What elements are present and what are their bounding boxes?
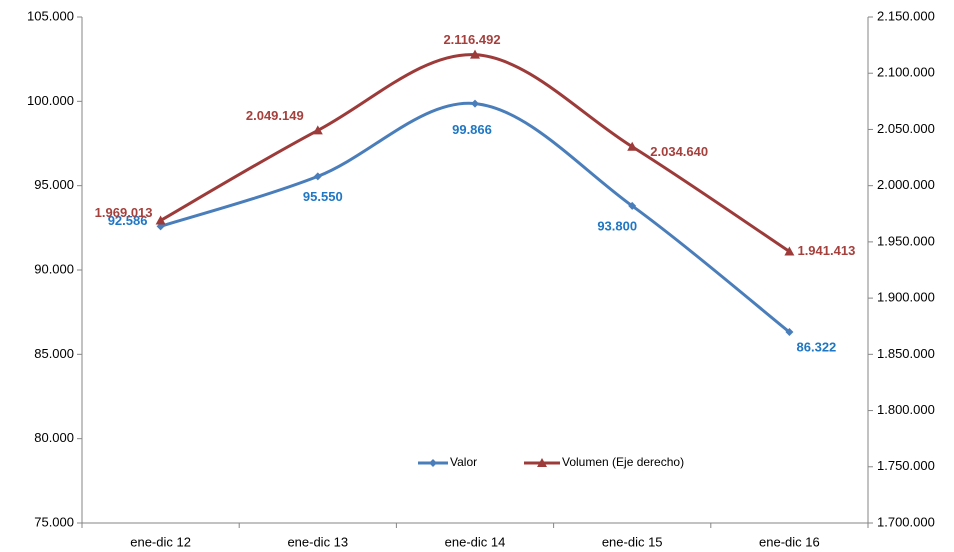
legend-marker	[429, 459, 437, 467]
data-label: 2.049.149	[246, 108, 304, 123]
y2-tick-label: 2.100.000	[877, 65, 935, 80]
y2-tick-label: 1.700.000	[877, 514, 935, 529]
data-label: 1.941.413	[797, 243, 855, 258]
y2-tick-label: 1.750.000	[877, 458, 935, 473]
data-label: 1.969.013	[95, 205, 153, 220]
x-tick-label: ene-dic 16	[759, 534, 820, 549]
data-label: 2.034.640	[650, 144, 708, 159]
marker	[627, 141, 638, 151]
marker	[313, 172, 322, 181]
data-label: 99.866	[452, 122, 492, 137]
data-label: 86.322	[797, 339, 837, 354]
legend-marker	[537, 458, 547, 467]
data-label: 93.800	[597, 218, 637, 233]
series-line	[160, 101, 791, 334]
x-tick-label: ene-dic 14	[445, 534, 506, 549]
y-tick-label: 85.000	[34, 346, 74, 361]
x-tick-label: ene-dic 15	[602, 534, 663, 549]
legend-label: Volumen (Eje derecho)	[562, 455, 684, 469]
x-tick-label: ene-dic 12	[130, 534, 191, 549]
y-tick-label: 105.000	[27, 8, 74, 23]
y2-tick-label: 1.850.000	[877, 346, 935, 361]
marker	[628, 201, 637, 210]
y2-tick-label: 2.000.000	[877, 177, 935, 192]
y2-tick-label: 1.900.000	[877, 290, 935, 305]
y-tick-label: 90.000	[34, 261, 74, 276]
marker	[155, 215, 166, 225]
data-label: 2.116.492	[443, 32, 500, 47]
marker	[470, 49, 480, 59]
y-tick-label: 100.000	[27, 93, 74, 108]
y-tick-label: 95.000	[34, 177, 74, 192]
marker	[312, 125, 323, 135]
y2-tick-label: 2.050.000	[877, 121, 935, 136]
data-label: 92.586	[108, 213, 148, 228]
y-tick-label: 75.000	[34, 514, 74, 529]
legend-label: Valor	[450, 455, 477, 469]
y2-tick-label: 1.800.000	[877, 402, 935, 417]
data-label: 95.550	[303, 189, 343, 204]
y2-tick-label: 2.150.000	[877, 8, 935, 23]
y2-tick-label: 1.950.000	[877, 233, 935, 248]
marker	[784, 246, 795, 256]
y-tick-label: 80.000	[34, 430, 74, 445]
marker	[785, 328, 794, 337]
x-tick-label: ene-dic 13	[287, 534, 348, 549]
marker	[471, 99, 479, 108]
